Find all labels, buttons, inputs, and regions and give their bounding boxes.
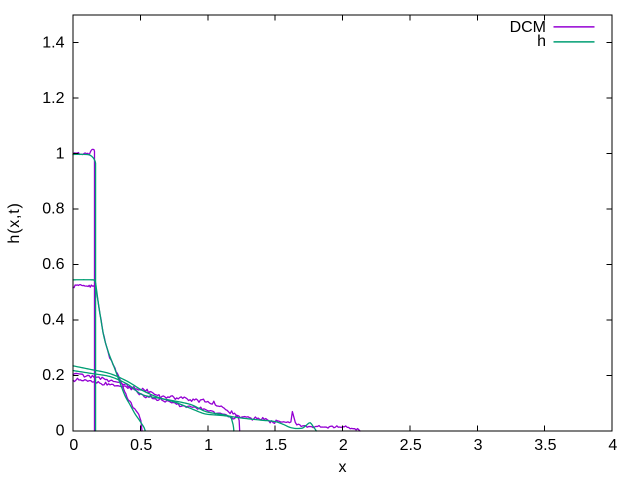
svg-text:0.5: 0.5 (130, 437, 152, 454)
svg-text:3: 3 (474, 437, 483, 454)
svg-text:1.4: 1.4 (42, 34, 64, 51)
svg-text:0.2: 0.2 (42, 367, 64, 384)
svg-text:h: h (537, 33, 546, 50)
svg-text:0.8: 0.8 (42, 201, 64, 218)
svg-text:0: 0 (56, 423, 65, 440)
svg-text:2: 2 (339, 437, 348, 454)
svg-text:4: 4 (608, 437, 617, 454)
svg-text:0.6: 0.6 (42, 256, 64, 273)
svg-text:1: 1 (56, 145, 65, 162)
svg-text:DCM: DCM (510, 19, 546, 36)
svg-text:0.4: 0.4 (42, 312, 64, 329)
svg-text:x: x (339, 459, 347, 476)
svg-text:3.5: 3.5 (534, 437, 556, 454)
svg-text:0: 0 (69, 437, 78, 454)
svg-text:1.2: 1.2 (42, 90, 64, 107)
svg-text:2.5: 2.5 (400, 437, 422, 454)
svg-text:1.5: 1.5 (265, 437, 287, 454)
svg-text:h(x,t): h(x,t) (6, 202, 23, 243)
svg-text:1: 1 (204, 437, 213, 454)
